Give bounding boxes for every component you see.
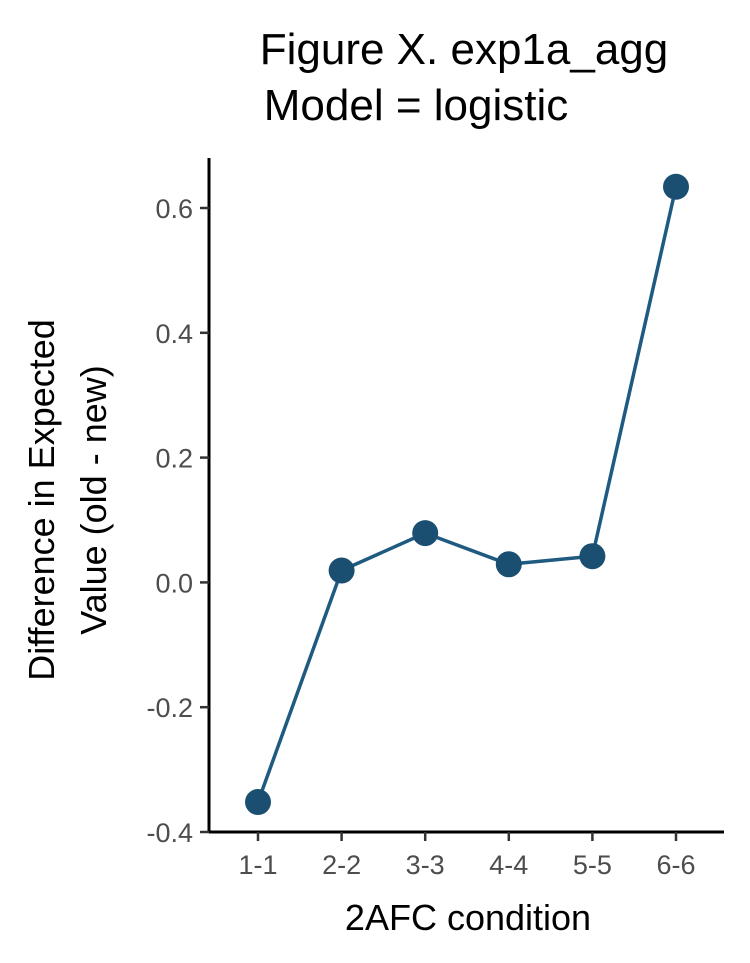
y-tick-label: 0.4 xyxy=(155,319,193,349)
x-tick-label: 2-2 xyxy=(322,850,361,880)
y-tick-label: 0.0 xyxy=(155,568,193,598)
data-point-5-5 xyxy=(579,543,606,570)
y-axis-label: Difference in Expected Value (old - new) xyxy=(21,319,114,681)
y-axis: -0.4 -0.2 0.0 0.2 0.4 0.6 xyxy=(146,158,211,848)
x-tick-label: 5-5 xyxy=(573,850,612,880)
x-tick-label: 3-3 xyxy=(406,850,445,880)
y-axis-label-line-1: Difference in Expected xyxy=(21,319,62,681)
chart-title-line-2: Model = logistic xyxy=(264,81,568,130)
series-line xyxy=(256,186,678,803)
x-tick-label: 6-6 xyxy=(656,850,695,880)
data-points xyxy=(245,173,689,816)
data-point-4-4 xyxy=(495,551,522,578)
y-tick-label: 0.6 xyxy=(155,194,193,224)
x-axis-label: 2AFC condition xyxy=(345,897,591,938)
data-point-3-3 xyxy=(412,520,439,547)
chart-title-line-1: Figure X. exp1a_agg xyxy=(260,25,669,74)
y-tick-label: -0.4 xyxy=(146,818,193,848)
y-tick-label: 0.2 xyxy=(155,444,193,474)
data-point-6-6 xyxy=(663,173,689,200)
x-tick-label: 4-4 xyxy=(489,850,528,880)
data-point-2-2 xyxy=(328,557,355,584)
x-axis: 1-1 2-2 3-3 4-4 5-5 6-6 xyxy=(209,830,724,880)
y-tick-label: -0.2 xyxy=(146,693,193,723)
x-tick-label: 1-1 xyxy=(238,850,277,880)
data-point-1-1 xyxy=(245,789,271,816)
y-axis-label-line-2: Value (old - new) xyxy=(73,365,114,634)
series-line-group xyxy=(256,186,678,803)
